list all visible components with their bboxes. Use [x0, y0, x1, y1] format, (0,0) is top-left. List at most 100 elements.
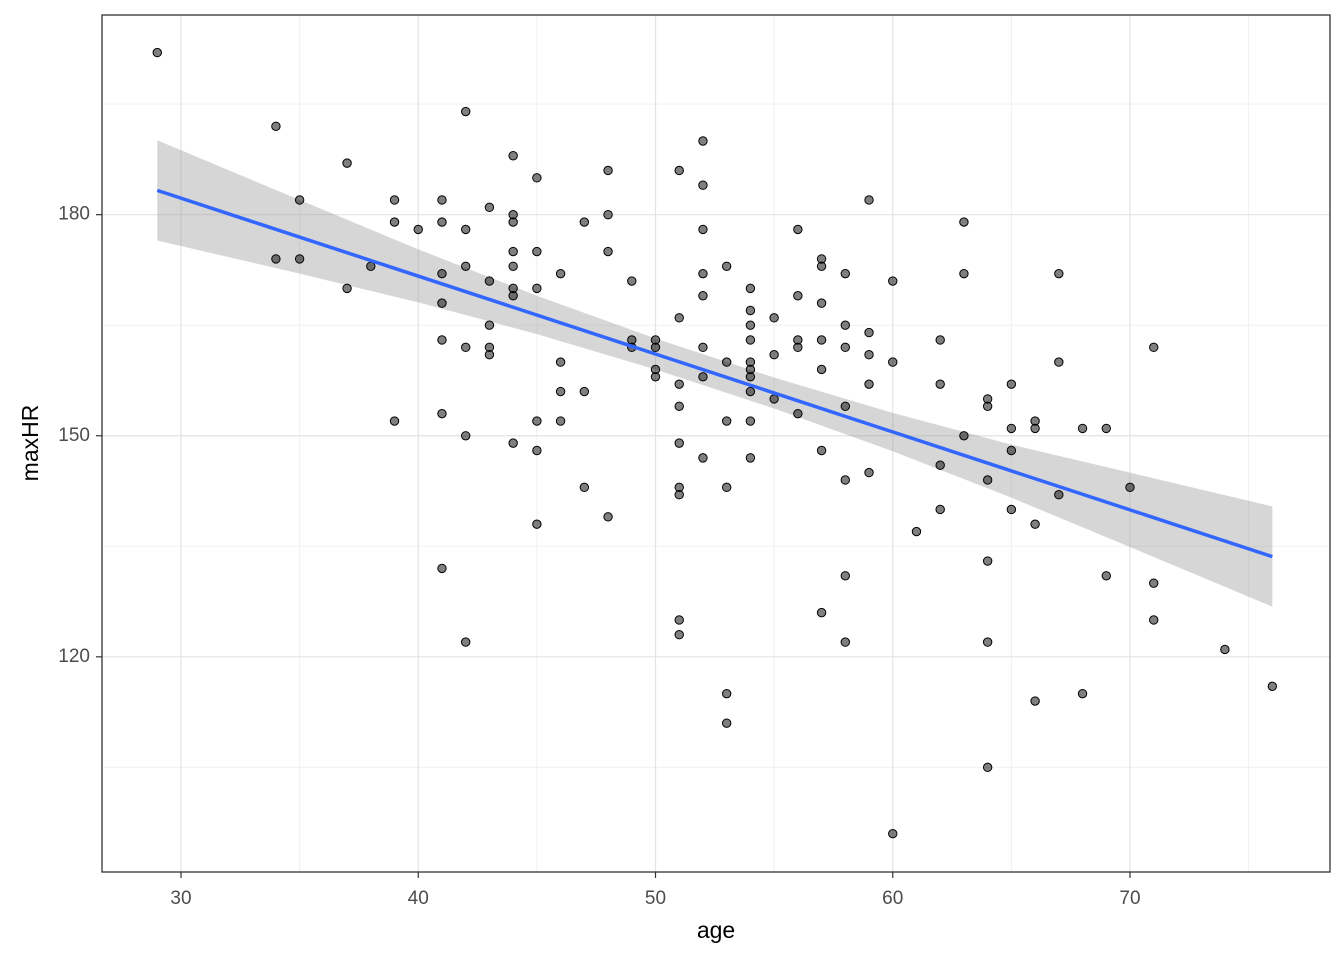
point	[271, 121, 281, 131]
point	[555, 386, 566, 397]
point	[508, 291, 518, 301]
y-tick-label: 180	[58, 204, 90, 225]
panel-border	[101, 14, 1331, 873]
point	[627, 276, 637, 286]
point	[674, 165, 684, 176]
x-axis-title: age	[697, 917, 735, 943]
point	[864, 195, 874, 205]
point	[721, 261, 732, 271]
point	[721, 482, 732, 493]
point	[959, 268, 969, 279]
point	[745, 320, 756, 330]
point	[698, 180, 708, 190]
point	[1006, 445, 1017, 456]
point	[840, 401, 851, 411]
point	[1149, 615, 1159, 625]
point	[674, 401, 684, 411]
point	[816, 445, 827, 456]
y-tick-label: 120	[58, 646, 90, 667]
point	[721, 688, 732, 699]
point	[840, 637, 851, 647]
point	[461, 106, 471, 117]
point	[698, 291, 708, 301]
point	[793, 291, 803, 301]
point	[816, 335, 827, 345]
point	[911, 526, 922, 537]
point	[769, 394, 779, 404]
point	[1030, 696, 1040, 706]
point	[484, 276, 495, 286]
point	[674, 615, 684, 625]
point	[437, 268, 447, 279]
point	[342, 158, 352, 168]
point	[745, 386, 756, 397]
point	[437, 408, 447, 419]
point	[461, 637, 471, 647]
point	[840, 320, 851, 330]
point	[650, 372, 661, 382]
point	[508, 438, 518, 448]
x-tick-label: 50	[645, 888, 666, 909]
point	[437, 195, 447, 205]
point	[698, 224, 708, 235]
point	[437, 563, 447, 574]
y-axis-title: maxHR	[17, 405, 43, 482]
x-tick-label: 60	[882, 888, 903, 909]
point	[461, 224, 471, 235]
point	[1030, 423, 1040, 434]
point	[935, 460, 945, 470]
point	[816, 364, 827, 375]
point	[721, 357, 732, 367]
point	[508, 151, 518, 161]
point	[745, 416, 756, 426]
point	[366, 261, 376, 271]
point	[555, 268, 566, 279]
point	[152, 47, 162, 58]
point	[508, 261, 518, 271]
point	[461, 261, 471, 271]
point	[1220, 644, 1230, 655]
point	[840, 268, 851, 279]
point	[555, 416, 566, 426]
point	[816, 607, 827, 618]
point	[579, 386, 590, 397]
point	[1149, 342, 1159, 353]
point	[674, 379, 684, 389]
point	[769, 313, 779, 323]
point	[508, 217, 518, 227]
point	[389, 195, 400, 205]
point	[461, 431, 471, 441]
point	[1077, 423, 1088, 434]
point	[1006, 379, 1017, 389]
point	[1006, 423, 1017, 434]
point	[413, 224, 423, 235]
point	[437, 298, 447, 308]
point	[816, 261, 827, 271]
point	[793, 342, 803, 353]
point	[698, 342, 708, 353]
y-tick-label: 150	[58, 425, 90, 446]
point	[650, 342, 661, 353]
point	[864, 327, 874, 338]
point	[579, 217, 590, 227]
point	[603, 246, 613, 257]
point	[461, 342, 471, 353]
point	[698, 136, 708, 146]
point	[484, 350, 495, 360]
point	[982, 401, 993, 411]
x-tick-label: 30	[170, 888, 191, 909]
point	[840, 342, 851, 353]
point	[389, 416, 400, 426]
point	[935, 379, 945, 389]
point	[816, 298, 827, 308]
point	[437, 335, 447, 345]
point	[935, 335, 945, 345]
point	[603, 165, 613, 176]
point	[1077, 688, 1088, 699]
x-tick-label: 40	[408, 888, 429, 909]
point	[745, 453, 756, 463]
point	[1267, 681, 1278, 692]
point	[437, 217, 447, 227]
point	[982, 475, 993, 485]
